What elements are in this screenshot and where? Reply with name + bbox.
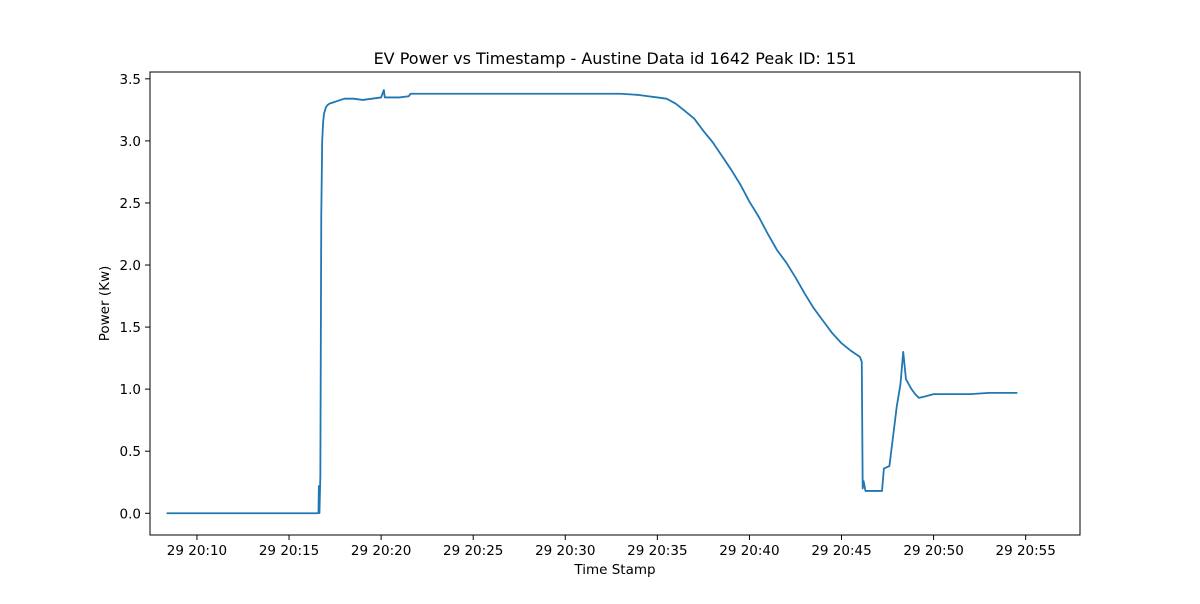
x-tick-label: 29 20:10 (167, 543, 227, 559)
axis-ticks: 29 20:10 29 20:15 29 20:20 29 20:25 29 20:30… (120, 72, 1056, 559)
plot-area-frame (149, 71, 1081, 536)
y-tick-label: 1.0 (120, 382, 141, 398)
x-tick-label: 29 20:45 (811, 543, 871, 559)
y-tick-label: 0.0 (120, 506, 141, 522)
power-series-line (166, 89, 1018, 515)
series-layer (166, 89, 1018, 515)
y-tick-label: 3.0 (120, 134, 141, 150)
x-axis-label: Time Stamp (573, 562, 655, 578)
y-tick-label: 3.5 (120, 72, 141, 88)
x-tick-label: 29 20:25 (443, 543, 503, 559)
y-tick-label: 2.0 (120, 258, 141, 274)
x-tick-label: 29 20:30 (535, 543, 595, 559)
chart-title: EV Power vs Timestamp - Austine Data id … (374, 49, 857, 68)
x-tick-label: 29 20:15 (259, 543, 319, 559)
x-tick-label: 29 20:20 (351, 543, 411, 559)
y-tick-label: 0.5 (120, 444, 141, 460)
x-tick-label: 29 20:35 (627, 543, 687, 559)
x-tick-label: 29 20:50 (903, 543, 963, 559)
x-tick-label: 29 20:55 (995, 543, 1055, 559)
y-tick-label: 1.5 (120, 320, 141, 336)
y-tick-label: 2.5 (120, 196, 141, 212)
x-tick-label: 29 20:40 (719, 543, 779, 559)
y-axis-label: Power (Kw) (97, 266, 113, 342)
